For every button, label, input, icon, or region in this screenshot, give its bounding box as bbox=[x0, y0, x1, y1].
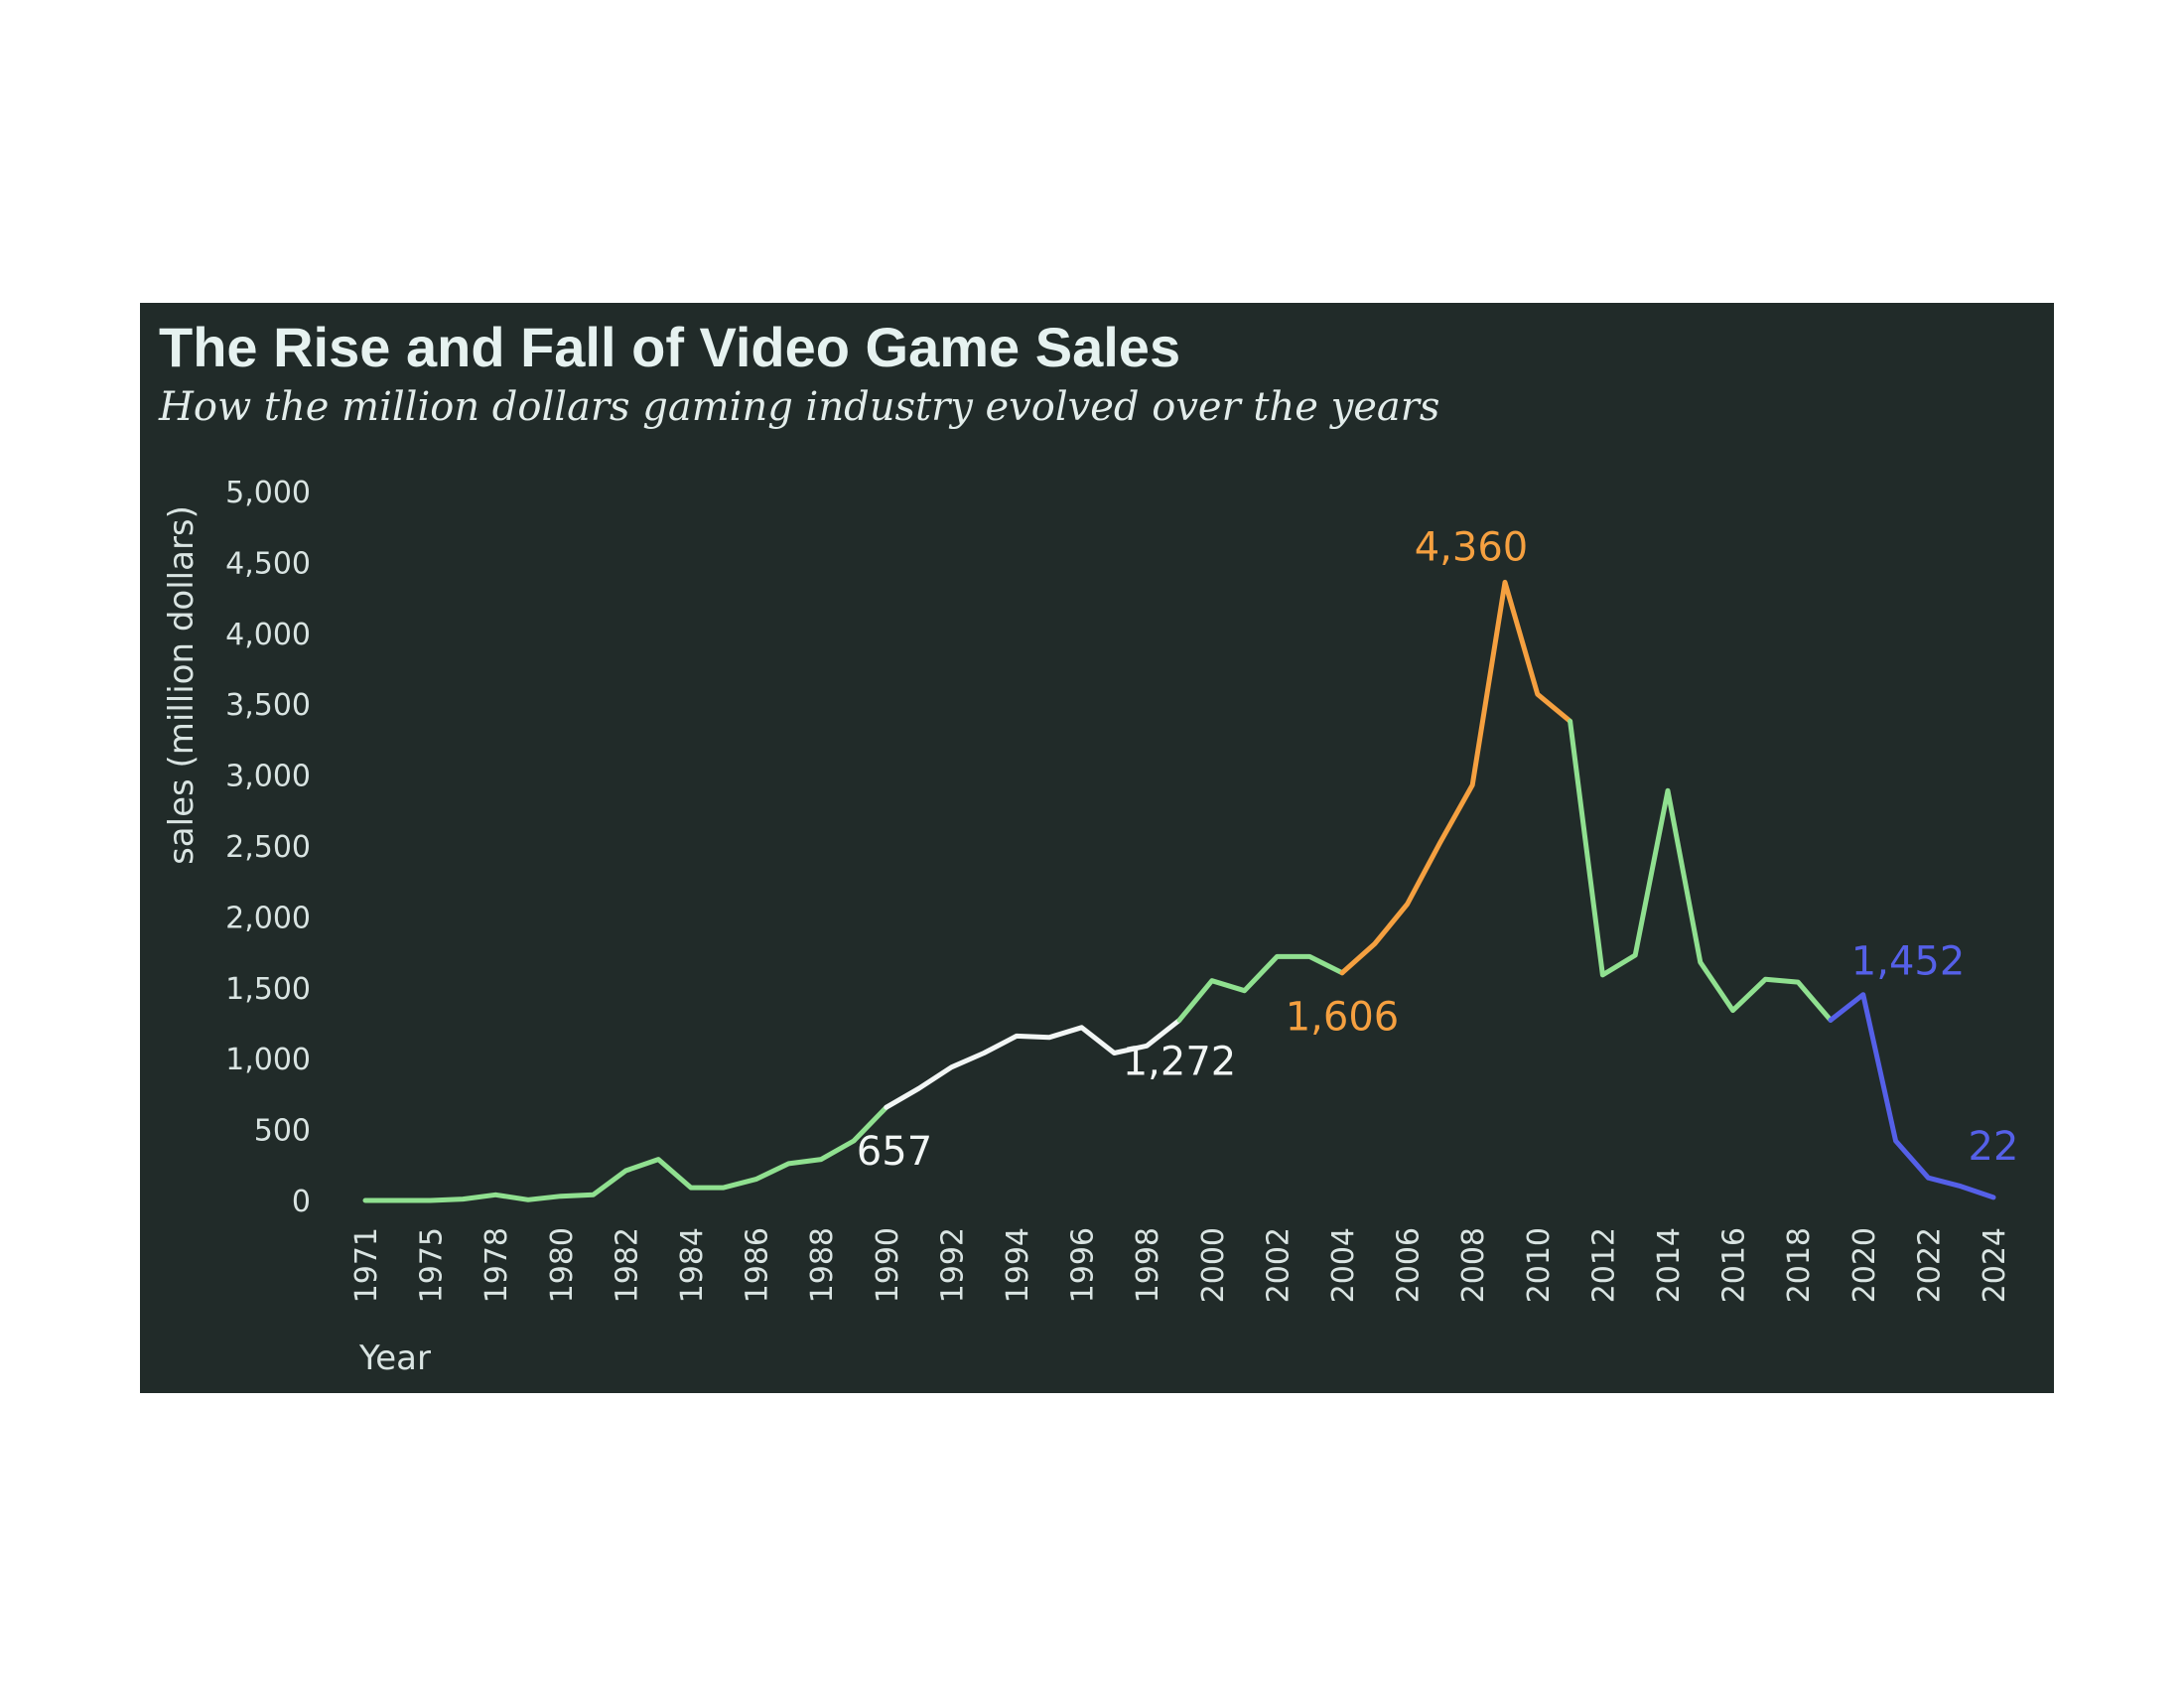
y-tick-label: 1,000 bbox=[225, 1043, 311, 1077]
x-tick-label: 1984 bbox=[675, 1227, 710, 1303]
y-tick-label: 4,500 bbox=[225, 546, 311, 581]
x-tick-label: 1982 bbox=[610, 1227, 644, 1303]
data-label: 1,452 bbox=[1851, 939, 1966, 985]
data-label: 1,606 bbox=[1286, 995, 1400, 1041]
x-axis-ticks: 1971 1975 1978 1980 1982 1984 1986 1988 1990 1992… bbox=[349, 1227, 2012, 1303]
y-axis-title: sales (million dollars) bbox=[162, 505, 202, 865]
x-tick-label: 2024 bbox=[1978, 1227, 2012, 1303]
line-segment-green bbox=[1176, 953, 1345, 1023]
x-axis-title: Year bbox=[358, 1338, 431, 1378]
x-tick-label: 1975 bbox=[415, 1227, 450, 1303]
x-tick-label: 1988 bbox=[805, 1227, 840, 1303]
annotations: 657 1,272 1,606 4,360 1,452 22 bbox=[857, 524, 2019, 1175]
y-tick-label: 2,000 bbox=[225, 901, 311, 935]
chart-panel: The Rise and Fall of Video Game Sales Ho… bbox=[140, 303, 2054, 1393]
line-chart: sales (million dollars) Year 0 500 1,000 1,… bbox=[162, 476, 2019, 1378]
x-tick-label: 2006 bbox=[1392, 1227, 1427, 1303]
data-label: 657 bbox=[857, 1129, 932, 1175]
y-tick-label: 1,500 bbox=[225, 972, 311, 1007]
data-label: 22 bbox=[1969, 1124, 2019, 1170]
x-tick-label: 2000 bbox=[1196, 1227, 1231, 1303]
x-tick-label: 2014 bbox=[1652, 1227, 1687, 1303]
x-tick-label: 1998 bbox=[1131, 1227, 1165, 1303]
line-segment-blue bbox=[1828, 992, 1996, 1200]
y-axis-ticks: 0 500 1,000 1,500 2,000 2,500 3,000 3,500 4,000 4… bbox=[225, 476, 311, 1219]
chart-subtitle: How the million dollars gaming industry … bbox=[159, 384, 1440, 430]
x-tick-label: 2004 bbox=[1326, 1227, 1361, 1303]
x-tick-label: 2002 bbox=[1261, 1227, 1296, 1303]
line-segment-white bbox=[884, 1017, 1182, 1110]
x-tick-label: 1996 bbox=[1066, 1227, 1101, 1303]
x-tick-label: 2018 bbox=[1782, 1227, 1817, 1303]
chart-title: The Rise and Fall of Video Game Sales bbox=[159, 316, 1181, 378]
x-tick-label: 2012 bbox=[1586, 1227, 1621, 1303]
x-tick-label: 1992 bbox=[935, 1227, 970, 1303]
x-tick-label: 2020 bbox=[1847, 1227, 1882, 1303]
data-label: 1,272 bbox=[1123, 1039, 1237, 1084]
line-segment-green bbox=[362, 1104, 889, 1203]
line-segment-orange bbox=[1339, 579, 1573, 976]
y-tick-label: 3,000 bbox=[225, 760, 311, 794]
y-tick-label: 5,000 bbox=[225, 476, 311, 510]
x-tick-label: 2016 bbox=[1717, 1227, 1752, 1303]
x-tick-label: 1980 bbox=[545, 1227, 580, 1303]
y-tick-label: 500 bbox=[254, 1114, 311, 1149]
y-tick-label: 3,500 bbox=[225, 688, 311, 723]
x-tick-label: 1971 bbox=[349, 1227, 384, 1303]
sales-series bbox=[362, 579, 1996, 1203]
x-tick-label: 2022 bbox=[1912, 1227, 1947, 1303]
x-tick-label: 1986 bbox=[741, 1227, 775, 1303]
y-tick-label: 4,000 bbox=[225, 618, 311, 652]
x-tick-label: 1994 bbox=[1001, 1227, 1035, 1303]
data-label: 4,360 bbox=[1415, 524, 1529, 570]
y-tick-label: 0 bbox=[292, 1185, 311, 1219]
line-segment-green bbox=[1568, 718, 1834, 1023]
y-tick-label: 2,500 bbox=[225, 830, 311, 865]
x-tick-label: 1990 bbox=[871, 1227, 905, 1303]
x-tick-label: 2010 bbox=[1522, 1227, 1557, 1303]
x-tick-label: 2008 bbox=[1456, 1227, 1491, 1303]
x-tick-label: 1978 bbox=[479, 1227, 514, 1303]
